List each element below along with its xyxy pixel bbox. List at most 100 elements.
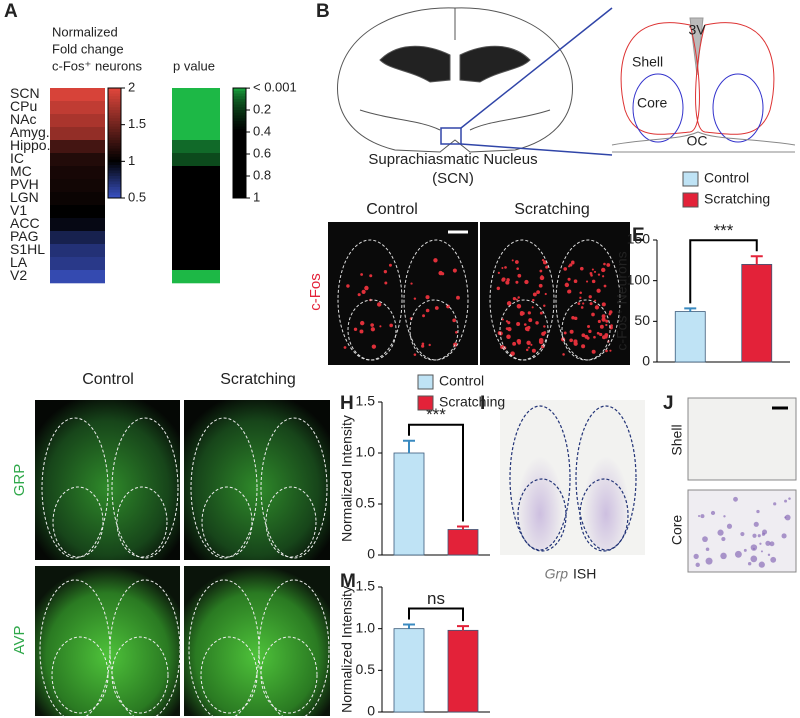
punctum — [527, 346, 530, 349]
row-label: CPu — [10, 98, 37, 114]
heat-cell — [50, 140, 105, 154]
micrograph — [328, 222, 478, 365]
punctum — [773, 502, 777, 506]
punctum — [543, 325, 546, 328]
punctum — [582, 302, 585, 305]
punctum — [579, 291, 582, 295]
significance-bracket — [408, 607, 464, 622]
row-label: PAG — [10, 228, 39, 244]
micrograph — [687, 489, 797, 573]
colorbar-step — [108, 162, 121, 166]
punctum — [540, 275, 544, 278]
punctum — [563, 331, 567, 335]
punctum — [456, 295, 460, 300]
outlines — [39, 417, 330, 718]
punctum — [608, 312, 612, 316]
row-label: SCN — [10, 85, 40, 101]
significance-label: ns — [427, 589, 445, 608]
colorbar-step — [108, 90, 121, 94]
label: OC — [687, 133, 708, 149]
punctum — [421, 342, 425, 346]
punctum — [370, 327, 376, 332]
punctum — [343, 346, 347, 349]
legend-swatch — [682, 171, 699, 187]
punctum — [359, 329, 364, 334]
punctum — [541, 331, 546, 336]
punctum — [519, 311, 524, 316]
punctum — [512, 297, 517, 301]
punctum — [433, 258, 438, 263]
punctum — [605, 319, 609, 323]
bar — [447, 629, 479, 713]
colorbar-step — [233, 99, 246, 103]
heat-cell — [172, 257, 220, 271]
colorbar-step — [108, 151, 121, 155]
colorbar-step — [108, 93, 121, 97]
scn-zoom — [611, 17, 796, 153]
punctum — [577, 302, 581, 306]
punctum — [602, 275, 605, 278]
colorbar-step — [108, 107, 121, 111]
punctum — [371, 344, 377, 349]
error-bar — [457, 625, 469, 631]
punctum — [370, 323, 374, 327]
heat-cell — [172, 127, 220, 141]
punctum — [747, 561, 752, 566]
punctum — [504, 266, 507, 269]
y-tick-label: 0.5 — [356, 495, 376, 511]
punctum — [562, 353, 565, 356]
colorbar-frame — [232, 87, 247, 199]
punctum — [750, 555, 758, 563]
colorbar-step — [233, 170, 246, 174]
punctum — [516, 304, 522, 309]
y-tick-label: 0 — [642, 353, 650, 369]
legend-label: Control — [704, 170, 749, 186]
punctum — [581, 333, 586, 338]
punctum — [452, 318, 456, 323]
punctum — [784, 514, 791, 521]
punctum — [762, 529, 768, 535]
panel-letter: I — [480, 393, 485, 414]
punctum — [524, 279, 529, 285]
punctum — [543, 304, 546, 308]
row-label: V1 — [10, 202, 27, 218]
punctum — [606, 263, 611, 267]
column-label: Control — [82, 371, 134, 388]
punctum — [514, 260, 519, 264]
punctum — [705, 557, 713, 565]
colorbar-step — [233, 140, 246, 144]
punctum — [505, 280, 510, 285]
colorbar-step — [233, 107, 246, 111]
punctum — [593, 335, 596, 339]
colorbar-step — [233, 145, 246, 149]
colorbar-step — [108, 165, 121, 169]
punctum — [588, 329, 592, 334]
bar — [741, 263, 773, 363]
punctum — [580, 306, 584, 309]
punctum — [517, 341, 521, 345]
punctum — [388, 263, 392, 267]
panel-letter: J — [663, 393, 674, 414]
heat-cell — [172, 179, 220, 193]
punctum — [413, 353, 417, 356]
heatmap-title: p value — [173, 58, 215, 73]
punctum — [421, 344, 425, 348]
colorbar-step — [233, 192, 246, 196]
punctum — [422, 314, 426, 318]
heat-cell — [50, 88, 105, 102]
colorbar-step — [233, 118, 246, 122]
punctum — [389, 323, 393, 328]
punctum — [752, 547, 755, 550]
heat-cell — [172, 101, 220, 115]
punctum — [497, 271, 500, 275]
punctum — [369, 274, 373, 278]
significance-bracket — [408, 423, 464, 522]
colorbar-tick-label: 0.2 — [253, 101, 271, 116]
punctum — [564, 282, 570, 288]
y-axis-label: Normalized Intensity — [339, 415, 355, 542]
punctum — [511, 259, 514, 262]
colorbar-step — [108, 99, 121, 103]
punctum — [723, 515, 726, 518]
y-axis-label: c-Fos⁺ Neurons — [614, 251, 630, 350]
